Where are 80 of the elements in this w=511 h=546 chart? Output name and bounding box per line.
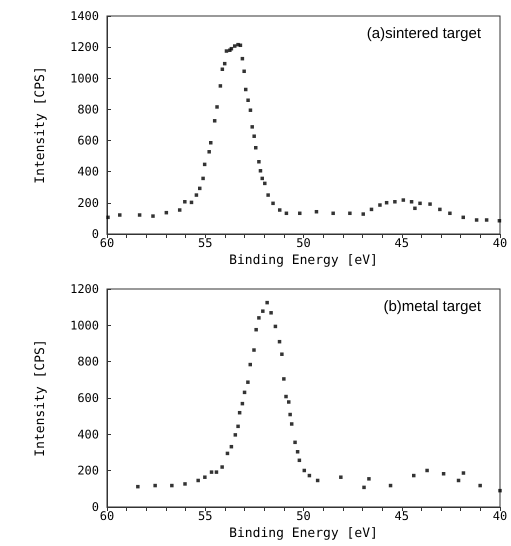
- point: [236, 424, 240, 428]
- point: [203, 475, 207, 479]
- point: [269, 311, 273, 315]
- y-tick-label: 800: [77, 354, 99, 369]
- point: [246, 380, 250, 384]
- point: [287, 400, 291, 404]
- x-tick-label: 50: [296, 236, 311, 250]
- point: [316, 478, 320, 482]
- point: [362, 486, 366, 490]
- point: [282, 377, 286, 381]
- point: [339, 475, 343, 479]
- point: [196, 478, 200, 482]
- x-tick-label: 40: [492, 236, 508, 250]
- point: [456, 478, 460, 482]
- point: [220, 465, 224, 469]
- point: [257, 316, 261, 320]
- point: [238, 410, 242, 414]
- point: [242, 390, 246, 394]
- y-tick-label: 200: [77, 464, 99, 478]
- point: [248, 362, 252, 366]
- annotation: (a)sintered target: [366, 25, 482, 42]
- point: [308, 474, 312, 478]
- y-tick-label: 1000: [70, 318, 99, 332]
- point: [290, 422, 294, 426]
- point: [261, 309, 265, 313]
- y-axis-title: Intensity [CPS]: [33, 339, 48, 457]
- y-tick-label: 400: [77, 164, 99, 179]
- point: [367, 477, 371, 481]
- point: [226, 452, 230, 456]
- y-tick-label: 0: [92, 227, 99, 241]
- point: [388, 484, 392, 488]
- x-tick-label: 45: [394, 236, 409, 250]
- point: [278, 340, 282, 344]
- point: [183, 482, 187, 486]
- point: [478, 484, 482, 488]
- point: [240, 402, 244, 406]
- y-tick-label: 0: [92, 500, 99, 514]
- y-tick-label: 1000: [70, 71, 99, 86]
- point: [230, 444, 234, 448]
- x-tick-label: 50: [296, 509, 311, 523]
- x-tick-label: 55: [198, 236, 212, 250]
- x-tick-label: 60: [100, 509, 114, 523]
- point: [412, 474, 416, 478]
- point: [210, 470, 214, 474]
- point: [284, 394, 288, 398]
- point: [136, 484, 140, 488]
- y-tick-label: 200: [77, 196, 99, 210]
- y-tick-label: 1200: [70, 282, 99, 296]
- point: [170, 484, 174, 488]
- point: [280, 352, 284, 356]
- y-tick-label: 1400: [70, 9, 99, 23]
- point: [302, 468, 306, 472]
- point: [293, 440, 297, 444]
- y-axis-title: Intensity [CPS]: [33, 66, 48, 184]
- point: [254, 328, 258, 332]
- annotation: (b)metal target: [383, 298, 482, 315]
- point: [296, 450, 300, 454]
- x-tick-label: 60: [100, 236, 114, 250]
- point: [234, 433, 238, 437]
- point: [153, 484, 157, 488]
- y-tick-label: 400: [77, 427, 99, 442]
- point: [425, 468, 429, 472]
- point: [214, 470, 218, 474]
- point: [498, 488, 502, 492]
- x-tick-label: 40: [492, 509, 508, 523]
- y-tick-label: 600: [77, 391, 99, 405]
- x-axis-title: Binding Energy [eV]: [229, 526, 378, 541]
- y-tick-label: 1200: [70, 40, 99, 54]
- y-tick-label: 600: [77, 134, 99, 148]
- x-axis-title: Binding Energy [eV]: [229, 253, 378, 268]
- x-tick-label: 55: [198, 509, 212, 523]
- point: [252, 348, 256, 352]
- point: [288, 412, 292, 416]
- point: [274, 324, 278, 328]
- point: [442, 472, 446, 476]
- x-tick-label: 45: [394, 509, 409, 523]
- point: [265, 300, 269, 304]
- point: [462, 471, 466, 475]
- point: [298, 458, 302, 462]
- y-tick-label: 800: [77, 102, 99, 116]
